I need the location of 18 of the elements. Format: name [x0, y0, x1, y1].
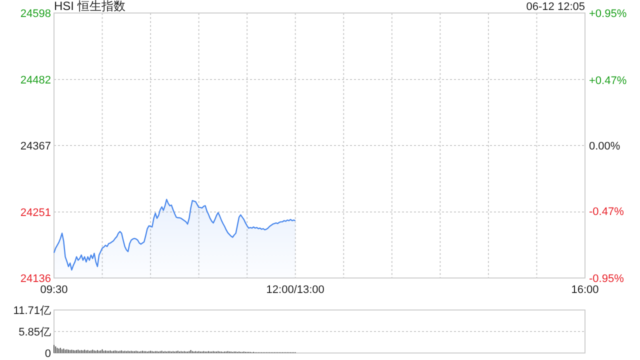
y-tick-label: 11.71亿 — [13, 304, 51, 317]
y-tick-label: 24136 — [20, 272, 51, 285]
y2-tick-label: +0.47% — [589, 74, 627, 87]
y2-tick-label: -0.95% — [589, 272, 624, 285]
y2-tick-label: 0.00% — [589, 140, 620, 152]
x-tick-label: 12:00/13:00 — [266, 284, 324, 296]
y-tick-label: 24598 — [20, 8, 51, 20]
chart-title: HSI 恒生指数 — [54, 0, 126, 13]
annotation: 06-12 12:05 — [526, 1, 585, 13]
x-tick-label: 09:30 — [40, 284, 68, 296]
x-tick-label: 16:00 — [571, 284, 599, 296]
y-tick-label: 5.85亿 — [18, 326, 51, 338]
y2-tick-label: +0.95% — [589, 8, 627, 20]
y-tick-label: 24367 — [20, 140, 51, 152]
y2-tick-label: -0.47% — [589, 206, 624, 218]
y-tick-label: 24482 — [20, 74, 51, 86]
y-tick-label: 24251 — [20, 206, 51, 219]
y-tick-label: 0 — [44, 348, 51, 360]
